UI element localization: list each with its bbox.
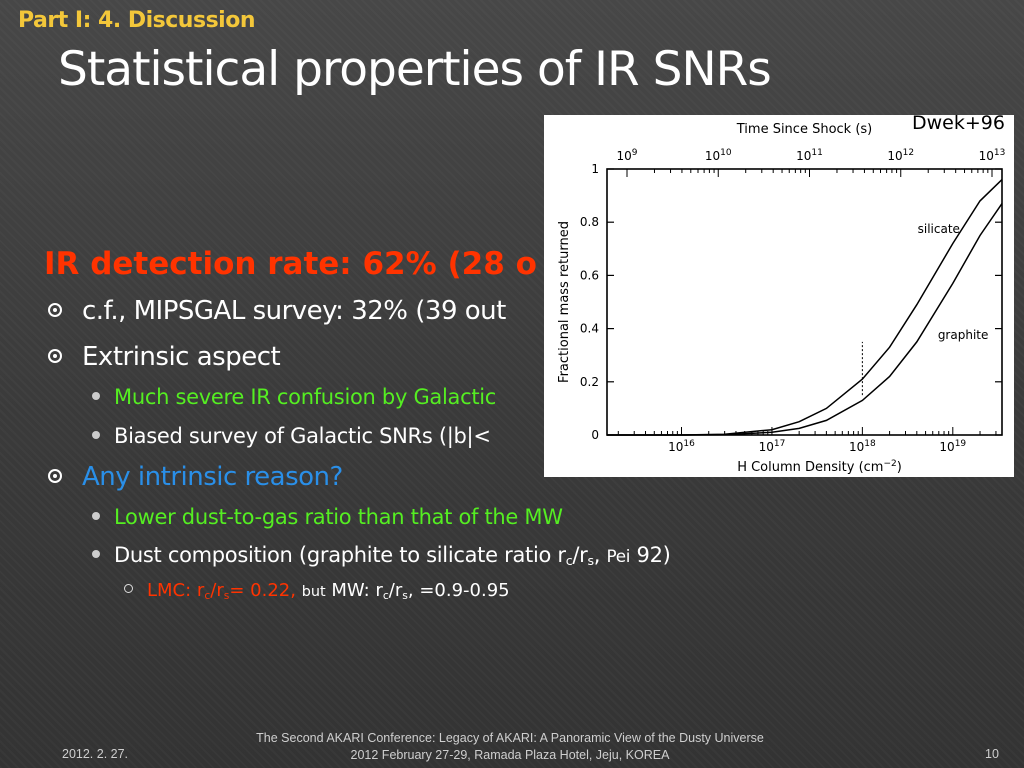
fractional-mass-chart: 0 0.2 0.4 0.6 0.8 1 1016 1017 1018 1019 109 1010 101… (557, 122, 1006, 475)
bullet-text: Much severe IR confusion by Galactic (114, 385, 497, 409)
subscript: c (204, 589, 211, 602)
mw-value: , =0.9-0.95 (407, 580, 510, 601)
y-axis-title: Fractional mass returned (557, 221, 572, 383)
dust-return-figure: 0 0.2 0.4 0.6 0.8 1 1016 1017 1018 1019 109 1010 101… (544, 115, 1014, 477)
bullet-extrinsic: Extrinsic aspect (48, 342, 281, 372)
top-axis-tick-label: 1010 (705, 148, 732, 163)
mw-label: /r (388, 580, 403, 601)
bullet-text: , (593, 543, 601, 567)
y-tick-label: 0.2 (580, 375, 599, 389)
bullet-dust-to-gas: Lower dust-to-gas ratio than that of the… (92, 505, 563, 529)
subscript: c (382, 589, 389, 602)
subscript: s (402, 589, 408, 602)
bullet-dot-icon (92, 431, 100, 439)
section-heading: Part I: 4. Discussion (18, 8, 255, 33)
figure-credit: Dwek+96 (912, 112, 1005, 134)
footer-line-1: The Second AKARI Conference: Legacy of A… (256, 731, 764, 745)
bullet-dot-icon (92, 550, 100, 558)
x-tick-label: 1016 (668, 439, 695, 454)
x-tick-label: 1017 (759, 439, 786, 454)
subscript: s (587, 553, 594, 568)
bullet-lmc-ratio: LMC: rc/rs= 0.22, but MW: rc/rs, =0.9-0.… (124, 580, 510, 602)
subscript: c (565, 553, 573, 568)
bullet-text: /r (572, 543, 588, 567)
y-tick-label: 0.8 (580, 215, 599, 229)
bullet-text: c.f., MIPSGAL survey: 32% (39 out (82, 296, 506, 326)
y-tick-label: 1 (591, 162, 599, 176)
lmc-label: /r (210, 580, 224, 601)
x-tick-label: 1019 (939, 439, 966, 454)
series-label-graphite: graphite (938, 328, 989, 342)
top-axis-tick-label: 109 (616, 148, 637, 163)
series-line-silicate (607, 179, 1003, 436)
bullet-dot-icon (92, 392, 100, 400)
detection-rate-highlight: IR detection rate: 62% (28 o (44, 246, 537, 282)
citation: Pei (606, 546, 631, 566)
bullet-ring-icon (124, 584, 133, 593)
top-axis-title: Time Since Shock (s) (736, 122, 873, 137)
bullet-text: 92) (636, 543, 671, 567)
bullet-text: Dust composition (graphite to silicate r… (114, 543, 566, 567)
bullet-text: but (301, 584, 326, 600)
bullet-text: Lower dust-to-gas ratio than that of the… (114, 505, 563, 529)
page-number: 10 (985, 747, 999, 761)
series-label-silicate: silicate (918, 222, 960, 236)
bullet-text: Biased survey of Galactic SNRs (|b|< (114, 424, 491, 448)
top-axis-tick-label: 1013 (979, 148, 1006, 163)
bullet-biased-survey: Biased survey of Galactic SNRs (|b|< (92, 424, 491, 448)
bullet-dust-composition: Dust composition (graphite to silicate r… (92, 543, 671, 568)
bullet-circle-icon (48, 349, 62, 363)
y-tick-label: 0.6 (580, 268, 599, 282)
bullet-circle-icon (48, 303, 62, 317)
bullet-intrinsic: Any intrinsic reason? (48, 462, 343, 492)
top-axis-tick-label: 1012 (887, 148, 914, 163)
x-tick-label: 1018 (849, 439, 876, 454)
bullet-text: Extrinsic aspect (82, 342, 281, 372)
bullet-ir-confusion: Much severe IR confusion by Galactic (92, 385, 496, 409)
footer-date: 2012. 2. 27. (62, 747, 129, 761)
lmc-value: = 0.22, (229, 580, 296, 601)
footer-conference: The Second AKARI Conference: Legacy of A… (180, 730, 840, 764)
page-title: Statistical properties of IR SNRs (58, 42, 772, 97)
plot-frame (606, 168, 1003, 436)
subscript: s (223, 589, 230, 602)
y-tick-label: 0 (591, 428, 599, 442)
footer-line-2: 2012 February 27-29, Ramada Plaza Hotel,… (350, 748, 670, 762)
x-axis-title: H Column Density (cm−2) (737, 459, 902, 475)
series-line-graphite (607, 203, 1003, 436)
bullet-mipsgal: c.f., MIPSGAL survey: 32% (39 out (48, 296, 506, 326)
bullet-dot-icon (92, 512, 100, 520)
top-axis-tick-label: 1011 (796, 148, 823, 163)
bullet-circle-icon (48, 469, 62, 483)
y-tick-label: 0.4 (580, 322, 599, 336)
mw-label: MW: r (331, 580, 383, 601)
lmc-label: LMC: r (147, 580, 205, 601)
bullet-text: Any intrinsic reason? (82, 462, 343, 492)
